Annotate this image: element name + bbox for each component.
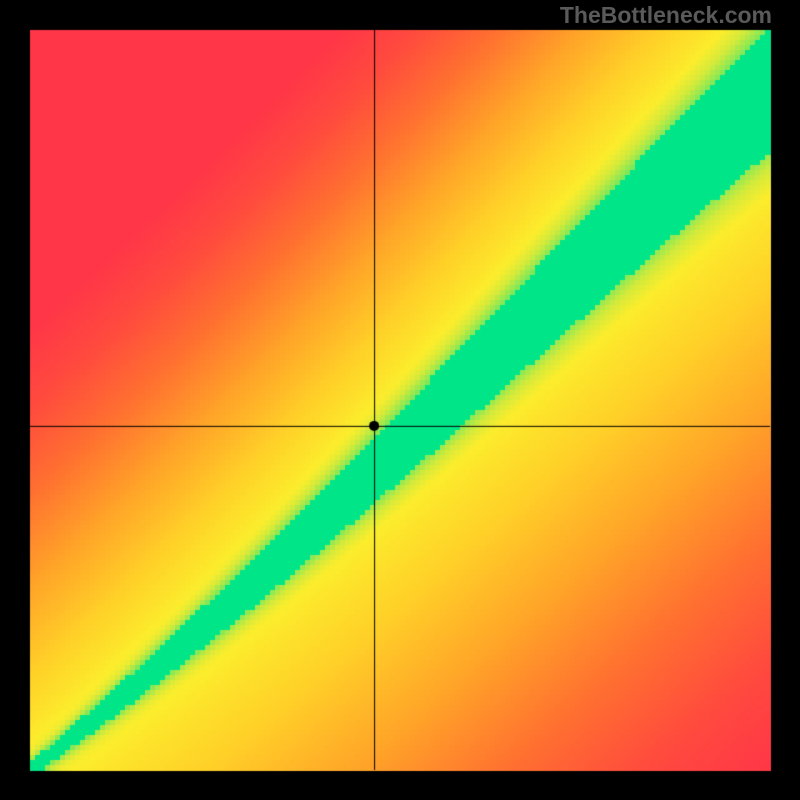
attribution-label: TheBottleneck.com xyxy=(560,2,772,29)
bottleneck-heatmap xyxy=(0,0,800,800)
chart-container: TheBottleneck.com xyxy=(0,0,800,800)
